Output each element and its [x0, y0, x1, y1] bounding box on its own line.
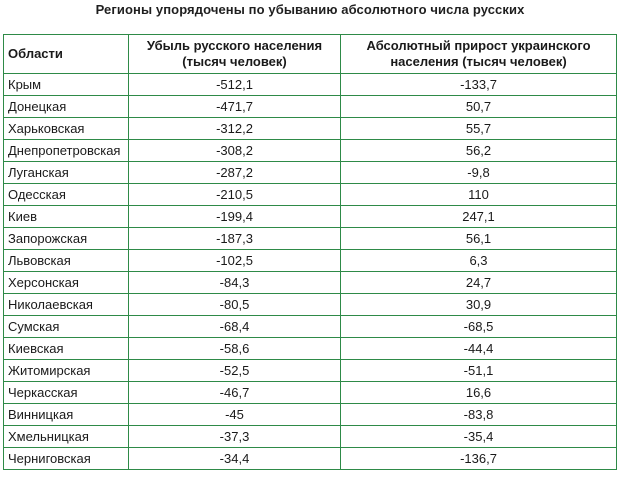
cell-russian-loss: -287,2 — [128, 161, 341, 184]
header-row: Области Убыль русского населения (тысяч … — [3, 34, 617, 74]
cell-region: Одесская — [3, 183, 129, 206]
cell-region: Черкасская — [3, 381, 129, 404]
cell-ukrainian-gain: 56,2 — [340, 139, 617, 162]
table-row: Киевская -58,6 -44,4 — [3, 337, 617, 360]
column-header-ukrainian-gain: Абсолютный прирост украинского населения… — [340, 34, 617, 74]
table-row: Запорожская -187,3 56,1 — [3, 227, 617, 250]
cell-russian-loss: -58,6 — [128, 337, 341, 360]
cell-region: Винницкая — [3, 403, 129, 426]
table-row: Сумская -68,4 -68,5 — [3, 315, 617, 338]
cell-region: Днепропетровская — [3, 139, 129, 162]
cell-russian-loss: -84,3 — [128, 271, 341, 294]
cell-ukrainian-gain: 56,1 — [340, 227, 617, 250]
cell-region: Харьковская — [3, 117, 129, 140]
column-header-region: Области — [3, 34, 129, 74]
table-body: Крым -512,1 -133,7 Донецкая -471,7 50,7 Харько… — [3, 73, 617, 470]
cell-ukrainian-gain: 247,1 — [340, 205, 617, 228]
table-row: Житомирская -52,5 -51,1 — [3, 359, 617, 382]
cell-russian-loss: -68,4 — [128, 315, 341, 338]
cell-ukrainian-gain: 6,3 — [340, 249, 617, 272]
cell-russian-loss: -210,5 — [128, 183, 341, 206]
cell-ukrainian-gain: -136,7 — [340, 447, 617, 470]
cell-ukrainian-gain: 55,7 — [340, 117, 617, 140]
cell-russian-loss: -52,5 — [128, 359, 341, 382]
table-row: Крым -512,1 -133,7 — [3, 73, 617, 96]
cell-russian-loss: -80,5 — [128, 293, 341, 316]
cell-russian-loss: -102,5 — [128, 249, 341, 272]
table-row: Хмельницкая -37,3 -35,4 — [3, 425, 617, 448]
cell-russian-loss: -512,1 — [128, 73, 341, 96]
cell-ukrainian-gain: 50,7 — [340, 95, 617, 118]
cell-region: Запорожская — [3, 227, 129, 250]
table-row: Винницкая -45 -83,8 — [3, 403, 617, 426]
cell-ukrainian-gain: 24,7 — [340, 271, 617, 294]
cell-ukrainian-gain: -51,1 — [340, 359, 617, 382]
table-row: Киев -199,4 247,1 — [3, 205, 617, 228]
cell-region: Херсонская — [3, 271, 129, 294]
cell-ukrainian-gain: -68,5 — [340, 315, 617, 338]
cell-ukrainian-gain: 110 — [340, 183, 617, 206]
table-caption: Регионы упорядочены по убыванию абсолютн… — [95, 2, 525, 17]
table-row: Одесская -210,5 110 — [3, 183, 617, 206]
cell-region: Киевская — [3, 337, 129, 360]
table-row: Черкасская -46,7 16,6 — [3, 381, 617, 404]
cell-ukrainian-gain: -9,8 — [340, 161, 617, 184]
cell-region: Житомирская — [3, 359, 129, 382]
cell-ukrainian-gain: -133,7 — [340, 73, 617, 96]
cell-region: Черниговская — [3, 447, 129, 470]
cell-region: Хмельницкая — [3, 425, 129, 448]
table-row: Николаевская -80,5 30,9 — [3, 293, 617, 316]
cell-region: Львовская — [3, 249, 129, 272]
cell-region: Луганская — [3, 161, 129, 184]
cell-region: Крым — [3, 73, 129, 96]
cell-region: Сумская — [3, 315, 129, 338]
cell-russian-loss: -37,3 — [128, 425, 341, 448]
table-row: Днепропетровская -308,2 56,2 — [3, 139, 617, 162]
cell-russian-loss: -312,2 — [128, 117, 341, 140]
cell-ukrainian-gain: -83,8 — [340, 403, 617, 426]
table-row: Луганская -287,2 -9,8 — [3, 161, 617, 184]
table-row: Черниговская -34,4 -136,7 — [3, 447, 617, 470]
cell-russian-loss: -45 — [128, 403, 341, 426]
table-row: Донецкая -471,7 50,7 — [3, 95, 617, 118]
cell-ukrainian-gain: 30,9 — [340, 293, 617, 316]
cell-region: Николаевская — [3, 293, 129, 316]
table-row: Харьковская -312,2 55,7 — [3, 117, 617, 140]
table-row: Львовская -102,5 6,3 — [3, 249, 617, 272]
cell-russian-loss: -199,4 — [128, 205, 341, 228]
cell-ukrainian-gain: -44,4 — [340, 337, 617, 360]
column-header-russian-loss: Убыль русского населения (тысяч человек) — [128, 34, 341, 74]
cell-russian-loss: -187,3 — [128, 227, 341, 250]
cell-region: Донецкая — [3, 95, 129, 118]
cell-russian-loss: -34,4 — [128, 447, 341, 470]
cell-region: Киев — [3, 205, 129, 228]
data-table: Области Убыль русского населения (тысяч … — [3, 34, 617, 470]
cell-russian-loss: -46,7 — [128, 381, 341, 404]
cell-russian-loss: -308,2 — [128, 139, 341, 162]
cell-ukrainian-gain: 16,6 — [340, 381, 617, 404]
cell-ukrainian-gain: -35,4 — [340, 425, 617, 448]
cell-russian-loss: -471,7 — [128, 95, 341, 118]
table-row: Херсонская -84,3 24,7 — [3, 271, 617, 294]
